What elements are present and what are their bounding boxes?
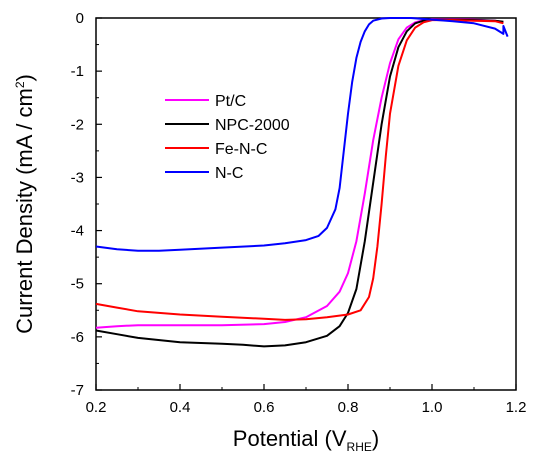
x-tick-label: 0.4 [170, 399, 191, 416]
series-line-fe-n-c [95, 19, 504, 321]
y-axis-title-end: ) [12, 74, 37, 81]
x-tick-label: 1.2 [506, 399, 527, 416]
y-axis-title-sup: 2 [13, 81, 27, 88]
y-tick-label: -7 [71, 382, 84, 399]
x-axis-title-main: Potential (V [233, 426, 347, 451]
x-tick-label: 0.8 [338, 399, 359, 416]
x-tick-label: 0.2 [86, 399, 107, 416]
y-tick-label: -3 [71, 169, 84, 186]
y-axis-ticks: 0 -1 -2 -3 -4 -5 -6 -7 [71, 10, 102, 399]
series-line-n-c [95, 17, 509, 252]
series-lines [95, 17, 509, 348]
x-axis-title-end: ) [372, 426, 379, 451]
legend-label: Fe-N-C [215, 141, 267, 158]
x-axis-title: Potential (VRHE) [233, 426, 379, 454]
legend-label: Pt/C [215, 93, 246, 110]
x-tick-label: 0.6 [254, 399, 275, 416]
legend: Pt/C NPC-2000 Fe-N-C N-C [165, 93, 290, 182]
legend-label: N-C [215, 165, 243, 182]
y-tick-label: -6 [71, 329, 84, 346]
y-axis-title-main: Current Density (mA / cm [12, 88, 37, 334]
x-axis-ticks: 0.2 0.4 0.6 0.8 1.0 1.2 [86, 384, 527, 416]
y-tick-label: 0 [76, 10, 84, 27]
legend-label: NPC-2000 [215, 117, 290, 134]
y-tick-label: -1 [71, 63, 84, 80]
plot-frame [95, 17, 517, 391]
series-line-pt-c [95, 18, 504, 329]
y-tick-label: -4 [71, 223, 84, 240]
x-axis-title-sub: RHE [347, 440, 372, 454]
y-axis-title: Current Density (mA / cm2) [12, 74, 37, 334]
y-tick-label: -2 [71, 116, 84, 133]
series-line-npc-2000 [95, 18, 504, 348]
x-tick-label: 1.0 [422, 399, 443, 416]
y-tick-label: -5 [71, 276, 84, 293]
